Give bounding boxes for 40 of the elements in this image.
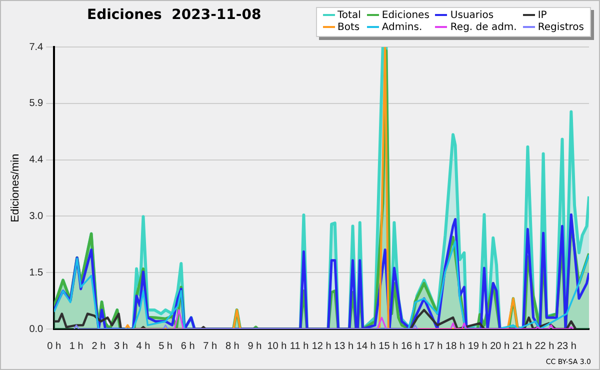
x-tick-label: 9 h <box>248 340 262 352</box>
legend-label: Registros <box>536 22 584 34</box>
x-tick-label: 5 h <box>158 340 172 352</box>
x-tick-label: 1 h <box>69 340 84 352</box>
chart-title: Ediciones 2023-11-08 <box>87 7 262 23</box>
x-tick-label: 14 h <box>356 340 376 352</box>
x-tick-label: 12 h <box>312 340 332 352</box>
y-tick-label: 1.5 <box>29 267 44 278</box>
y-tick-label: 7.4 <box>29 42 44 53</box>
legend-label: Ediciones <box>380 10 430 22</box>
x-tick-label: 21 h <box>512 340 532 352</box>
x-tick-label: 18 h <box>446 340 466 352</box>
x-tick-label: 13 h <box>334 340 354 352</box>
x-tick-label: 22 h <box>534 340 554 352</box>
legend-label: Total <box>336 10 361 22</box>
y-axis-title: Ediciones/min <box>10 154 22 222</box>
legend-label: Usuarios <box>449 10 495 22</box>
x-tick-label: 8 h <box>225 340 240 352</box>
y-tick-label: 5.9 <box>29 98 44 110</box>
x-tick-label: 23 h <box>556 340 576 352</box>
legend-label: Reg. de adm. <box>449 22 517 34</box>
x-tick-label: 2 h <box>92 340 106 352</box>
x-tick-label: 0 h <box>47 340 62 352</box>
legend-label: IP <box>536 10 548 22</box>
x-tick-label: 7 h <box>203 340 218 352</box>
y-tick-label: 4.4 <box>29 154 44 166</box>
x-tick-label: 3 h <box>114 340 128 352</box>
x-tick-label: 17 h <box>423 340 443 352</box>
x-tick-label: 16 h <box>400 340 420 352</box>
x-tick-label: 4 h <box>136 340 150 352</box>
x-tick-label: 15 h <box>378 340 398 352</box>
x-tick-label: 19 h <box>468 340 488 352</box>
legend-label: Bots <box>336 22 361 34</box>
x-tick-label: 11 h <box>290 340 309 352</box>
x-tick-label: 10 h <box>267 340 287 352</box>
x-tick-label: 6 h <box>180 340 195 352</box>
legend-label: Admins. <box>380 22 424 34</box>
y-tick-label: 0.0 <box>29 324 44 335</box>
x-tick-label: 20 h <box>490 340 510 352</box>
y-tick-label: 3.0 <box>29 210 44 222</box>
